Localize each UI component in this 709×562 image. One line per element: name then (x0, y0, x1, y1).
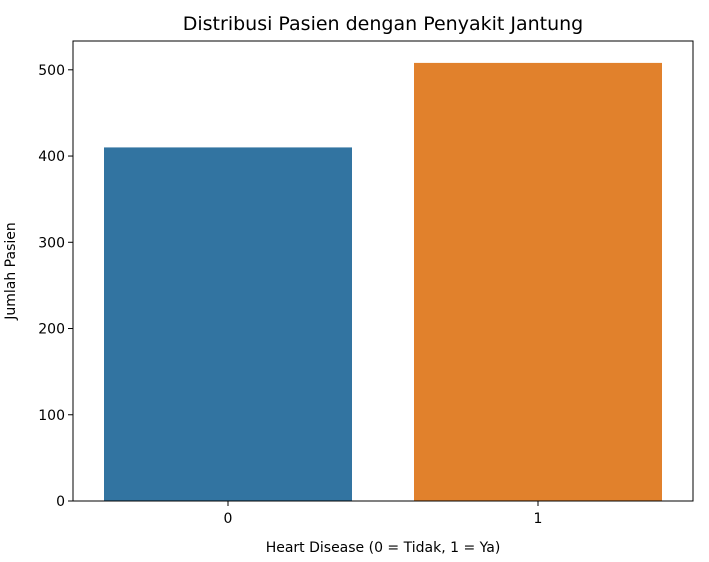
y-tick-label: 300 (38, 235, 65, 251)
y-axis: 0 100 200 300 400 500 (38, 63, 73, 510)
y-tick-label: 100 (38, 408, 65, 424)
y-tick-label: 500 (38, 63, 65, 79)
y-tick-label: 0 (56, 494, 65, 510)
x-axis-title: Heart Disease (0 = Tidak, 1 = Ya) (266, 540, 501, 556)
plot-area-frame (72, 40, 694, 502)
bar-group (104, 62, 662, 502)
y-axis-title: Jumlah Pasien (3, 222, 19, 321)
bar-0 (104, 147, 352, 502)
y-tick-label: 400 (38, 149, 65, 165)
chart-title: Distribusi Pasien dengan Penyakit Jantun… (183, 13, 584, 35)
x-tick-label: 1 (534, 511, 543, 527)
bar-1 (414, 62, 662, 502)
x-tick-label: 0 (224, 511, 233, 527)
y-tick-label: 200 (38, 322, 65, 338)
